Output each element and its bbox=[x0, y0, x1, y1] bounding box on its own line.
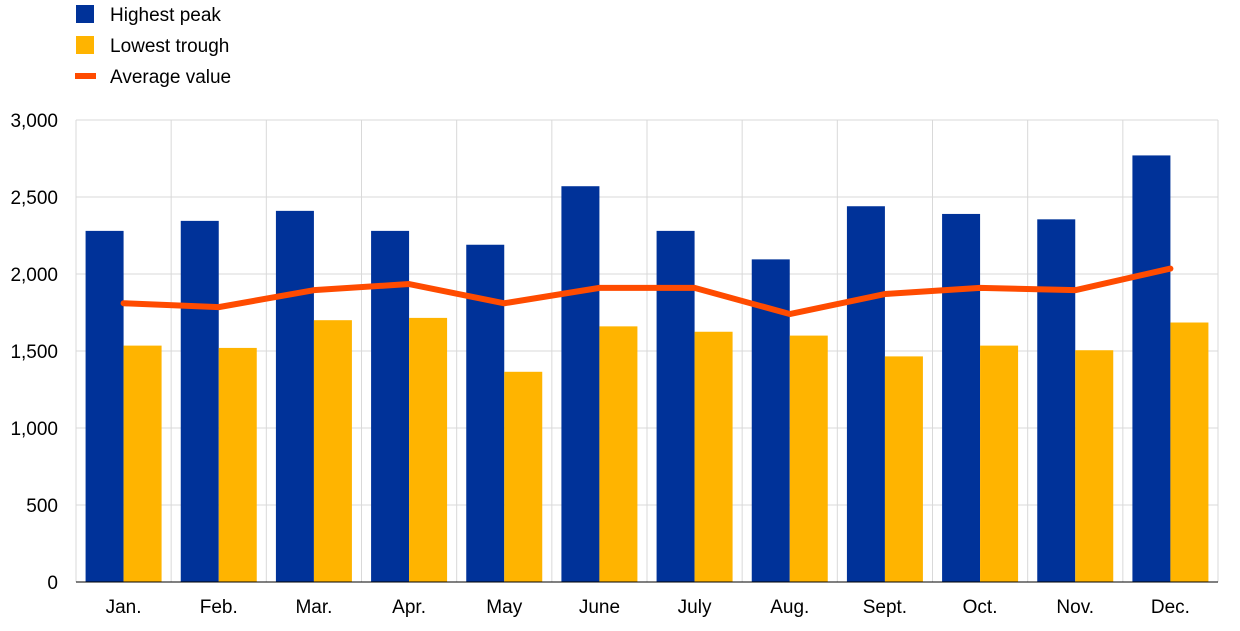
bar-highest-peak-9 bbox=[942, 213, 981, 582]
x-tick-label: Apr. bbox=[392, 597, 426, 618]
legend-swatch-average-value bbox=[75, 73, 96, 79]
bar-highest-peak-11 bbox=[1132, 155, 1171, 583]
legend: Highest peak Lowest trough Average value bbox=[75, 5, 231, 88]
bar-lowest-trough-9 bbox=[980, 345, 1019, 582]
x-tick-label: Mar. bbox=[295, 597, 332, 618]
x-tick-label: Jan. bbox=[106, 597, 142, 618]
x-tick-label: Feb. bbox=[200, 597, 238, 618]
bar-lowest-trough-4 bbox=[504, 371, 543, 582]
y-axis-ticks: 0 500 1,000 1,500 2,000 2,500 3,000 bbox=[10, 111, 58, 594]
bar-lowest-trough-5 bbox=[599, 326, 638, 582]
legend-label-lowest-trough: Lowest trough bbox=[110, 36, 229, 57]
y-tick-label: 2,500 bbox=[10, 188, 58, 209]
bar-highest-peak-1 bbox=[180, 220, 219, 582]
x-tick-label: Oct. bbox=[963, 597, 998, 618]
bar-lowest-trough-7 bbox=[789, 335, 828, 582]
x-tick-label: May bbox=[486, 597, 522, 618]
bar-highest-peak-8 bbox=[846, 206, 885, 583]
bar-lowest-trough-1 bbox=[218, 347, 257, 582]
average-line-layer bbox=[120, 265, 1174, 318]
bar-highest-peak-3 bbox=[371, 230, 410, 582]
bar-lowest-trough-8 bbox=[884, 356, 923, 582]
bar-lowest-trough-10 bbox=[1075, 350, 1114, 582]
legend-label-average-value: Average value bbox=[110, 67, 231, 88]
bar-lowest-trough-6 bbox=[694, 331, 733, 582]
legend-label-highest-peak: Highest peak bbox=[110, 5, 221, 26]
x-tick-label: July bbox=[678, 597, 712, 618]
bar-highest-peak-5 bbox=[561, 186, 600, 582]
bar-highest-peak-10 bbox=[1037, 219, 1076, 582]
y-tick-label: 1,500 bbox=[10, 342, 58, 363]
y-tick-label: 3,000 bbox=[10, 111, 58, 132]
y-tick-label: 2,000 bbox=[10, 265, 58, 286]
legend-swatch-lowest-trough bbox=[76, 36, 94, 54]
y-tick-label: 1,000 bbox=[10, 419, 58, 440]
bar-highest-peak-0 bbox=[85, 230, 124, 582]
bar-highest-peak-6 bbox=[656, 230, 695, 582]
y-tick-label: 0 bbox=[47, 573, 58, 594]
x-tick-label: Aug. bbox=[770, 597, 809, 618]
bar-highest-peak-2 bbox=[275, 210, 314, 583]
x-tick-label: Nov. bbox=[1056, 597, 1094, 618]
line-average-value bbox=[120, 265, 1174, 318]
x-tick-label: Dec. bbox=[1151, 597, 1190, 618]
bar-lowest-trough-3 bbox=[409, 317, 448, 582]
grid bbox=[75, 119, 1219, 583]
x-tick-label: Sept. bbox=[863, 597, 907, 618]
bars bbox=[85, 155, 1209, 583]
x-axis-ticks: Jan. Feb. Mar. Apr. May June July Aug. Sept. Oct.… bbox=[106, 597, 1190, 618]
y-tick-label: 500 bbox=[26, 496, 58, 517]
x-tick-label: June bbox=[579, 597, 620, 618]
legend-swatch-highest-peak bbox=[76, 5, 94, 23]
bar-lowest-trough-0 bbox=[123, 345, 162, 582]
bar-lowest-trough-2 bbox=[313, 320, 352, 582]
bar-lowest-trough-11 bbox=[1170, 322, 1209, 582]
